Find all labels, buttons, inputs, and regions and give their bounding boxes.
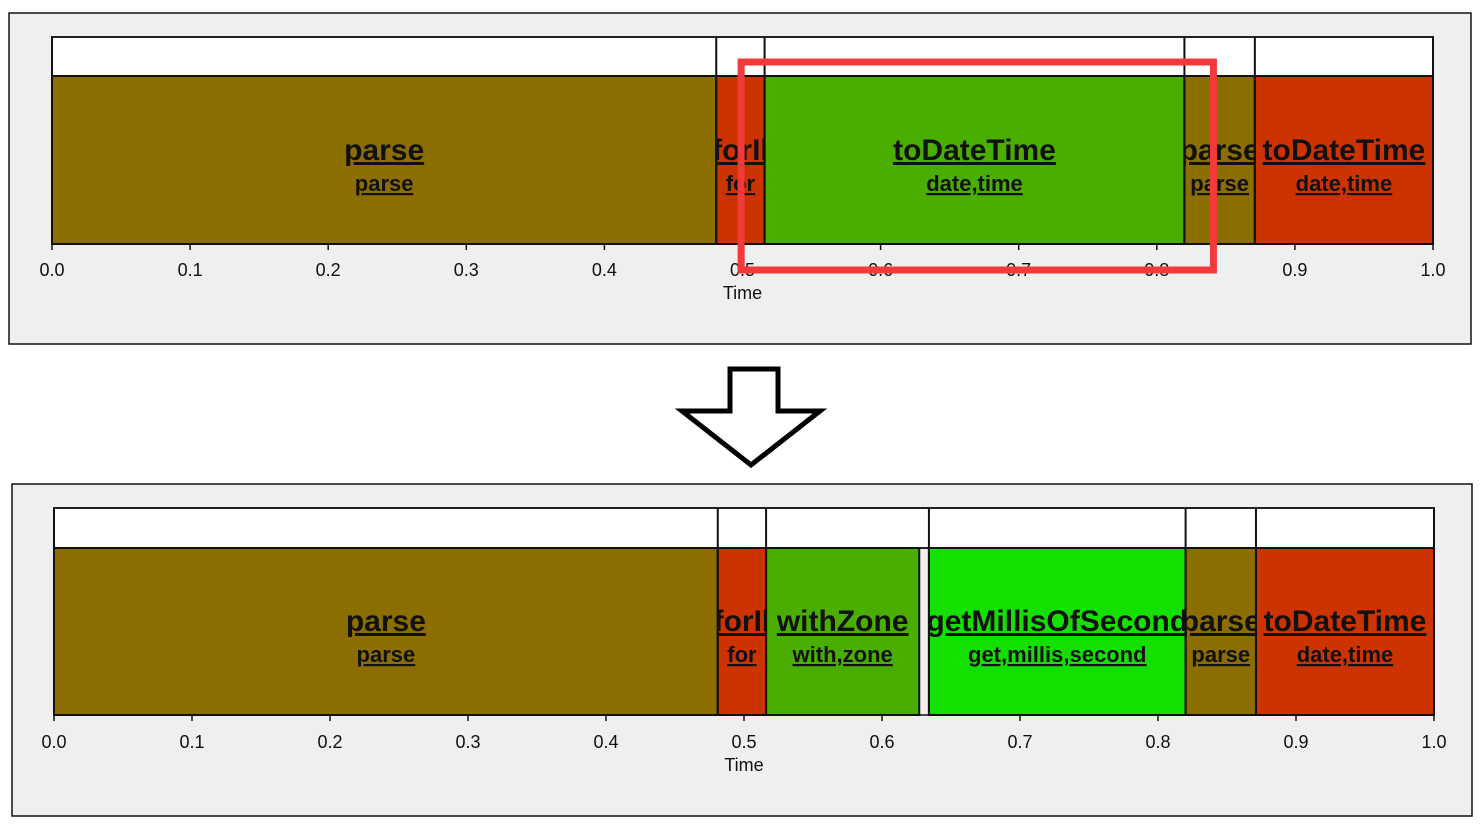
x-tick-label: 0.0: [39, 260, 64, 280]
segment-name[interactable]: forIl: [714, 605, 771, 638]
segment-sub[interactable]: date,time: [926, 171, 1023, 196]
x-tick-label: 0.9: [1283, 732, 1308, 752]
segment-sub[interactable]: date,time: [1296, 171, 1393, 196]
segment-bar[interactable]: [1253, 75, 1434, 245]
segment-labels: parse parse: [344, 134, 424, 196]
segment-parse[interactable]: parse parse: [51, 37, 718, 245]
segment-sub[interactable]: date,time: [1297, 642, 1394, 667]
x-tick-label: 0.2: [316, 260, 341, 280]
x-tick-label: 0.8: [1145, 732, 1170, 752]
segment-withzone[interactable]: withZone with,zone: [765, 508, 921, 716]
segment-labels: toDateTime date,time: [1264, 605, 1427, 667]
segment-todatetime[interactable]: toDateTime date,time: [1253, 37, 1434, 245]
segment-sub[interactable]: with,zone: [792, 642, 893, 667]
x-tick-label: 0.3: [455, 732, 480, 752]
segment-bar[interactable]: [765, 547, 921, 716]
segment-sub[interactable]: parse: [1191, 642, 1250, 667]
segment-todatetime[interactable]: toDateTime date,time: [1254, 508, 1435, 716]
segment-bar[interactable]: [763, 75, 1186, 245]
segment-labels: toDateTime date,time: [893, 134, 1056, 196]
segment-labels: parse parse: [346, 605, 426, 667]
x-tick-label: 0.6: [869, 732, 894, 752]
chart-top: parseparseforIlfortoDateTimedate,timepar…: [39, 37, 1446, 303]
segment-parse[interactable]: parse parse: [53, 508, 719, 716]
x-tick-label: 0.4: [593, 732, 618, 752]
segment-todatetime[interactable]: toDateTime date,time: [763, 37, 1186, 245]
segment-labels: toDateTime date,time: [1263, 134, 1426, 196]
segment-name[interactable]: withZone: [776, 605, 909, 638]
segment-labels: parse parse: [1181, 605, 1261, 667]
x-axis-label: Time: [724, 755, 763, 775]
segment-labels: parse parse: [1180, 134, 1260, 196]
x-tick-label: 1.0: [1421, 732, 1446, 752]
x-tick-label: 1.0: [1420, 260, 1445, 280]
segment-name[interactable]: toDateTime: [1263, 134, 1426, 167]
segment-name[interactable]: parse: [344, 134, 424, 167]
segment-labels: withZone with,zone: [776, 605, 909, 667]
segment-labels: forIl for: [714, 605, 771, 667]
segment-name[interactable]: parse: [1180, 134, 1260, 167]
segment-sub[interactable]: parse: [357, 642, 416, 667]
x-axis-label: Time: [723, 283, 762, 303]
x-tick-label: 0.1: [179, 732, 204, 752]
segment-labels: getMillisOfSecond get,millis,second: [926, 605, 1188, 667]
x-tick-label: 0.7: [1007, 732, 1032, 752]
segment-bar[interactable]: [51, 75, 718, 245]
down-arrow-icon: [674, 366, 828, 469]
segment-sub[interactable]: parse: [355, 171, 414, 196]
segment-bar[interactable]: [53, 547, 719, 716]
x-tick-label: 0.3: [454, 260, 479, 280]
segment-sub[interactable]: for: [727, 642, 757, 667]
x-tick-label: 0.0: [41, 732, 66, 752]
x-tick-label: 0.9: [1282, 260, 1307, 280]
x-tick-label: 0.5: [731, 732, 756, 752]
chart-bottom: parse parse forIl for withZone with,zone getMi…: [41, 508, 1447, 775]
x-tick-label: 0.1: [178, 260, 203, 280]
segment-name[interactable]: parse: [1181, 605, 1261, 638]
segment-sub[interactable]: get,millis,second: [968, 642, 1147, 667]
segment-name[interactable]: toDateTime: [1264, 605, 1427, 638]
x-tick-label: 0.2: [317, 732, 342, 752]
segment-name[interactable]: getMillisOfSecond: [926, 605, 1188, 638]
segment-name[interactable]: toDateTime: [893, 134, 1056, 167]
segment-name[interactable]: parse: [346, 605, 426, 638]
stack-header-bottom: [53, 507, 1435, 549]
x-tick-label: 0.4: [592, 260, 617, 280]
segment-bar[interactable]: [1254, 547, 1435, 716]
segment-sub[interactable]: parse: [1190, 171, 1249, 196]
highlight-box: [737, 58, 1217, 274]
segment-parse[interactable]: parse parse: [1181, 508, 1261, 716]
